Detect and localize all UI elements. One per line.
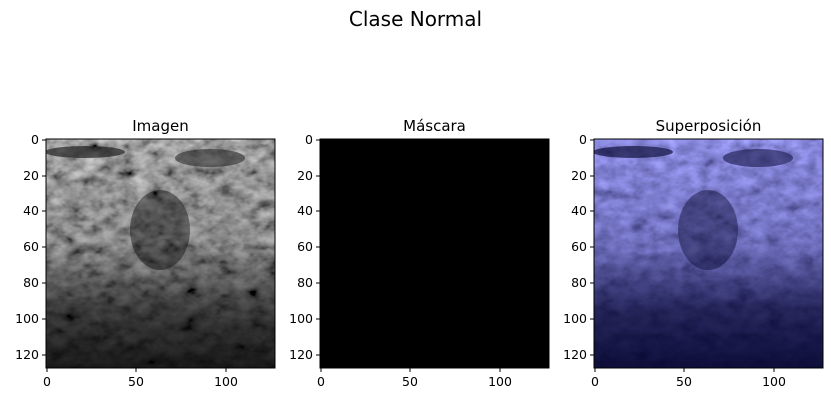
y-tick-label: 80 [297, 275, 313, 290]
panel-mascara: Máscara 0 50 100 0 20 40 60 80 100 120 [289, 117, 550, 389]
y-tick-label: 100 [563, 311, 587, 326]
x-tick-label: 100 [214, 374, 238, 389]
y-tick-label: 0 [31, 132, 39, 147]
y-tick-label: 80 [23, 275, 39, 290]
ultrasound-image [46, 139, 275, 368]
axes-frame [593, 138, 824, 369]
panel-title-imagen: Imagen [132, 117, 188, 135]
panel-title-superposicion: Superposición [656, 117, 762, 135]
y-tick-label: 40 [571, 203, 587, 218]
panel-imagen: Imagen 0 50 100 0 20 40 6 [15, 117, 276, 389]
y-tick-label: 80 [571, 275, 587, 290]
y-tick-label: 120 [563, 347, 587, 362]
y-tick-label: 0 [579, 132, 587, 147]
axes-frame [319, 138, 550, 369]
y-tick-label: 60 [571, 239, 587, 254]
panel-title-mascara: Máscara [403, 117, 466, 135]
axes-frame [45, 138, 276, 369]
x-tick-label: 0 [317, 374, 325, 389]
y-tick-label: 100 [289, 311, 313, 326]
x-tick-label: 100 [762, 374, 786, 389]
y-tick-label: 100 [15, 311, 39, 326]
y-tick-label: 120 [15, 347, 39, 362]
panel-superposicion: Superposición 0 50 100 0 20 4 [563, 117, 824, 389]
y-tick-label: 40 [23, 203, 39, 218]
mask-image [320, 139, 549, 368]
x-tick-label: 50 [676, 374, 692, 389]
y-tick-label: 0 [305, 132, 313, 147]
y-tick-label: 20 [23, 168, 39, 183]
x-tick-label: 0 [43, 374, 51, 389]
x-tick-label: 0 [591, 374, 599, 389]
figure-suptitle: Clase Normal [348, 7, 483, 31]
x-tick-label: 100 [488, 374, 512, 389]
x-tick-label: 50 [402, 374, 418, 389]
y-tick-label: 20 [571, 168, 587, 183]
overlay-image [594, 139, 823, 368]
y-tick-label: 40 [297, 203, 313, 218]
y-tick-label: 20 [297, 168, 313, 183]
y-tick-label: 60 [23, 239, 39, 254]
x-tick-label: 50 [128, 374, 144, 389]
y-tick-label: 120 [289, 347, 313, 362]
y-tick-label: 60 [297, 239, 313, 254]
